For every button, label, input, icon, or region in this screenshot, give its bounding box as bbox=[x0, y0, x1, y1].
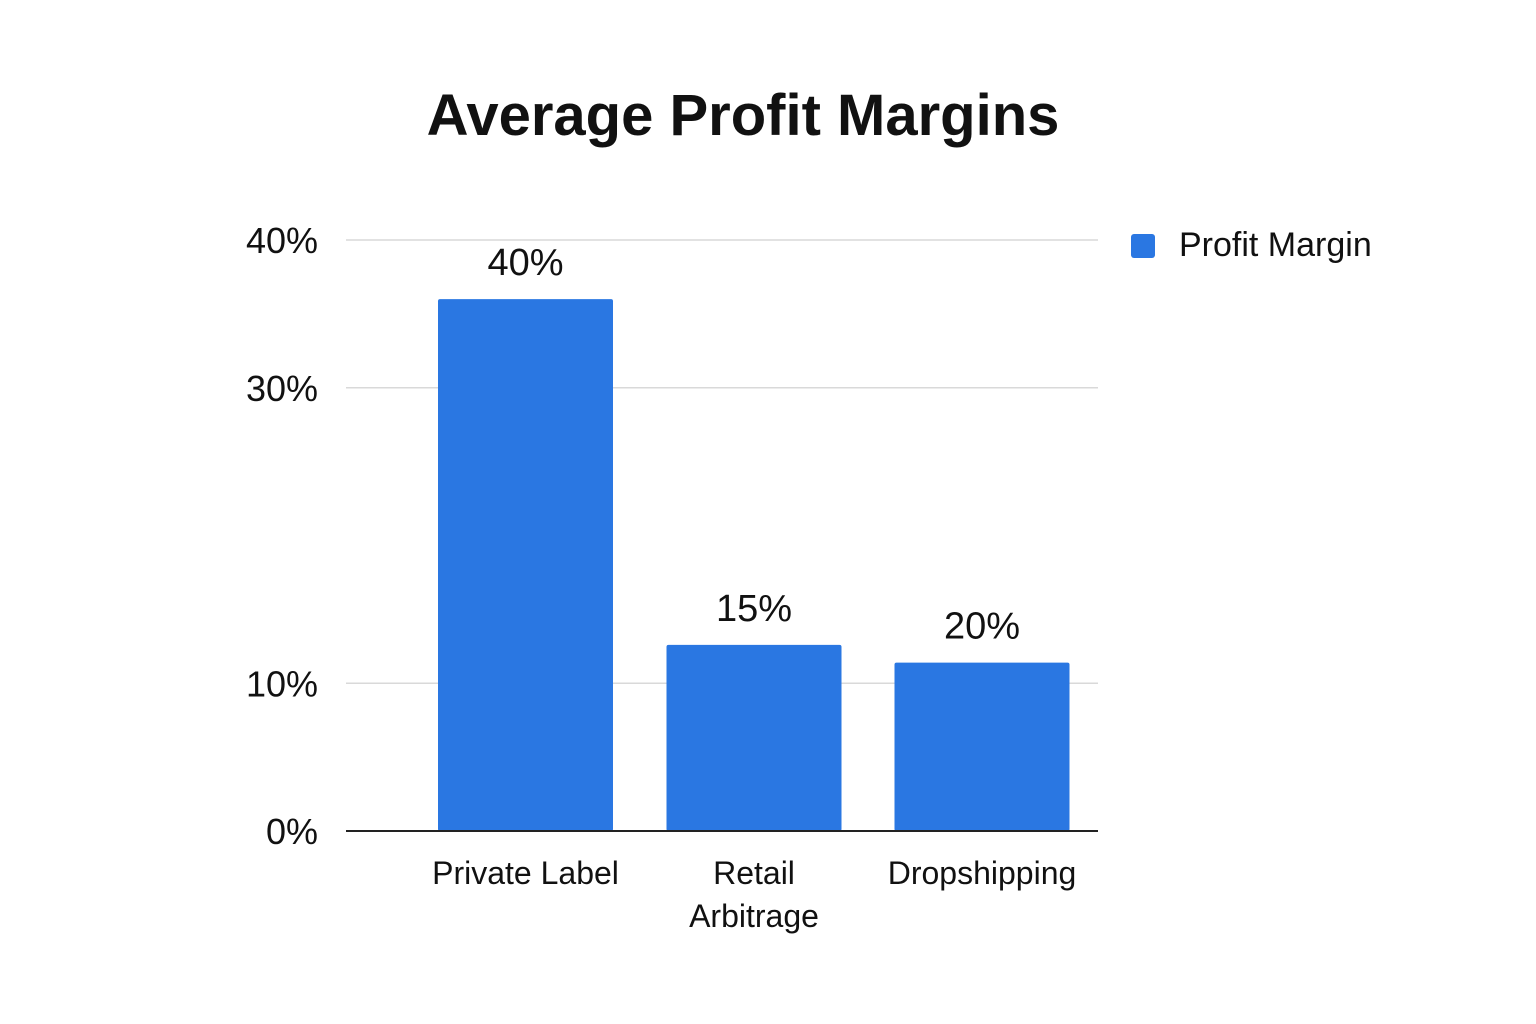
data-label: 20% bbox=[944, 606, 1020, 648]
y-tick-label: 30% bbox=[246, 368, 318, 409]
y-tick-label: 0% bbox=[266, 811, 318, 852]
legend-swatch bbox=[1131, 233, 1155, 258]
data-label: 15% bbox=[716, 588, 792, 630]
bar bbox=[438, 299, 613, 832]
bar bbox=[894, 662, 1070, 831]
chart-title: Average Profit Margins bbox=[426, 83, 1060, 148]
legend-label: Profit Margin bbox=[1179, 226, 1372, 264]
y-axis-ticks: 40% 30% 10% 0% bbox=[246, 220, 318, 852]
data-label: 40% bbox=[487, 242, 563, 284]
bar bbox=[666, 644, 842, 831]
x-category-label: Dropshipping bbox=[888, 855, 1077, 891]
x-category-label: Retail bbox=[713, 855, 795, 891]
y-tick-label: 10% bbox=[246, 663, 318, 704]
bars bbox=[438, 299, 1070, 832]
y-tick-label: 40% bbox=[246, 220, 318, 261]
legend: Profit Margin bbox=[1131, 226, 1372, 265]
x-axis-categories: Private Label Retail Arbitrage Dropshipping bbox=[432, 855, 1076, 934]
x-category-label: Arbitrage bbox=[689, 898, 819, 934]
x-category-label: Private Label bbox=[432, 855, 619, 891]
data-labels: 40% 15% 20% bbox=[487, 242, 1020, 647]
